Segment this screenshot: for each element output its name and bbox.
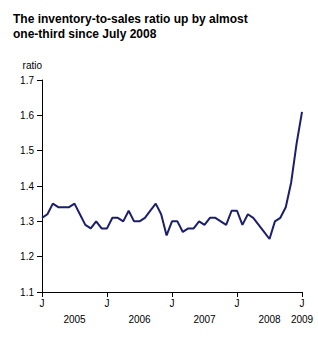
svg-text:1.5: 1.5 (20, 145, 34, 156)
svg-text:2007: 2007 (193, 314, 216, 325)
svg-text:J: J (235, 298, 240, 309)
svg-text:ratio: ratio (23, 60, 43, 71)
svg-text:1.6: 1.6 (20, 110, 34, 121)
svg-text:J: J (105, 298, 110, 309)
svg-text:J: J (170, 298, 175, 309)
svg-text:2005: 2005 (63, 314, 86, 325)
svg-text:J: J (300, 298, 305, 309)
svg-text:The inventory-to-sales ratio u: The inventory-to-sales ratio up by almos… (13, 12, 251, 26)
svg-text:1.3: 1.3 (20, 216, 34, 227)
svg-text:2006: 2006 (128, 314, 151, 325)
svg-text:1.7: 1.7 (20, 75, 34, 86)
svg-text:1.1: 1.1 (20, 287, 34, 298)
svg-text:1.4: 1.4 (20, 181, 34, 192)
svg-text:one-third since July 2008: one-third since July 2008 (13, 27, 157, 41)
svg-text:1.2: 1.2 (20, 251, 34, 262)
svg-text:2009: 2009 (291, 314, 314, 325)
svg-text:2008: 2008 (258, 314, 281, 325)
svg-text:J: J (40, 298, 45, 309)
